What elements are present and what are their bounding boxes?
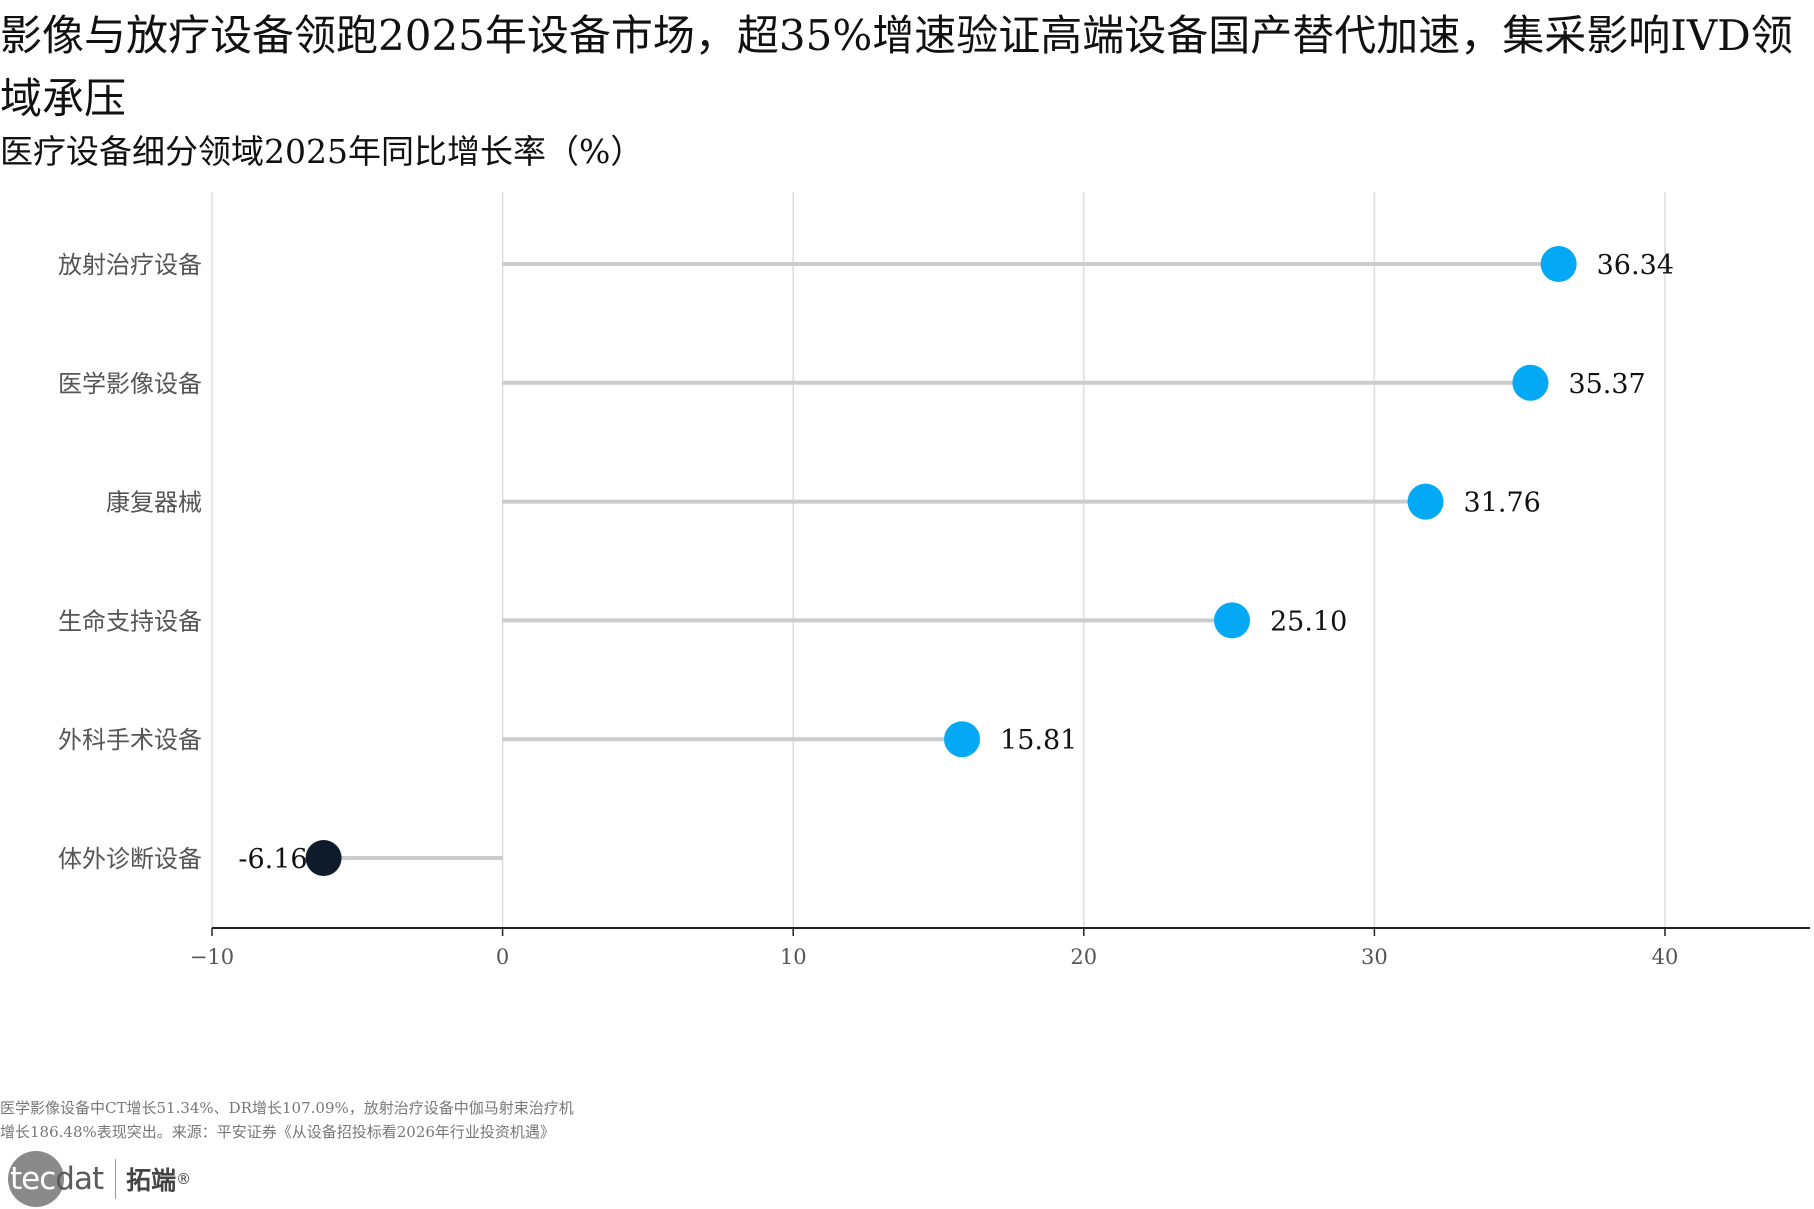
logo-chinese: 拓端 xyxy=(126,1166,177,1195)
logo-divider xyxy=(115,1159,117,1199)
category-label-5: 体外诊断设备 xyxy=(58,845,202,873)
x-axis: −10 0 10 20 30 40 xyxy=(190,927,1810,969)
category-label-1: 医学影像设备 xyxy=(58,370,202,398)
value-label-5: -6.16 xyxy=(238,844,307,875)
value-label-4: 15.81 xyxy=(1000,725,1077,756)
tick-label-x-3: 20 xyxy=(1070,945,1097,969)
dots xyxy=(305,246,1577,876)
tick-label-x-0: −10 xyxy=(190,945,234,969)
logo-registered: ® xyxy=(176,1170,192,1188)
logo-wordmark: tecdat xyxy=(6,1161,104,1197)
labels: 放射治疗设备 36.34 医学影像设备 35.37 康复器械 31.76 生命支持设备 25.… xyxy=(58,250,1674,875)
footnote-line-2: 增长186.48%表现突出。来源：平安证券《从设备招投标看2026年行业投资机遇… xyxy=(0,1123,555,1141)
tick-label-x-5: 40 xyxy=(1652,945,1679,969)
dot-0 xyxy=(1540,246,1577,282)
tick-label-x-2: 10 xyxy=(780,945,807,969)
value-label-0: 36.34 xyxy=(1597,250,1674,281)
logo-text-tec: tec xyxy=(10,1161,56,1197)
dot-4 xyxy=(944,721,981,758)
chart-subtitle: 医疗设备细分领域2025年同比增长率（%） xyxy=(0,132,644,171)
tick-label-x-1: 0 xyxy=(496,945,509,969)
category-label-3: 生命支持设备 xyxy=(58,607,202,635)
footnote-line-1: 医学影像设备中CT增长51.34%、DR增长107.09%，放射治疗设备中伽马射… xyxy=(0,1099,574,1117)
dot-2 xyxy=(1407,483,1444,520)
dot-3 xyxy=(1214,602,1251,639)
footnote: 医学影像设备中CT增长51.34%、DR增长107.09%，放射治疗设备中伽马射… xyxy=(0,1096,720,1144)
logo-circle-icon xyxy=(8,1151,64,1207)
stems xyxy=(323,262,1559,860)
lollipop-chart: 放射治疗设备 36.34 医学影像设备 35.37 康复器械 31.76 生命支持设备 25.… xyxy=(58,192,1810,969)
value-label-3: 25.10 xyxy=(1270,606,1347,637)
dot-1 xyxy=(1512,364,1549,401)
value-label-1: 35.37 xyxy=(1568,369,1645,400)
chart-title: 影像与放疗设备领跑2025年设备市场，超35%增速验证高端设备国产替代加速，集采… xyxy=(0,11,1793,123)
logo-text-dat: dat xyxy=(55,1161,104,1197)
dot-5 xyxy=(305,840,342,876)
tecdat-logo: tecdat 拓端 ® xyxy=(6,1149,191,1209)
value-label-2: 31.76 xyxy=(1464,488,1541,519)
category-label-0: 放射治疗设备 xyxy=(58,251,202,279)
category-label-4: 外科手术设备 xyxy=(58,726,202,754)
tick-label-x-4: 30 xyxy=(1361,945,1388,969)
grid-lines xyxy=(211,192,1666,928)
category-label-2: 康复器械 xyxy=(106,489,202,517)
